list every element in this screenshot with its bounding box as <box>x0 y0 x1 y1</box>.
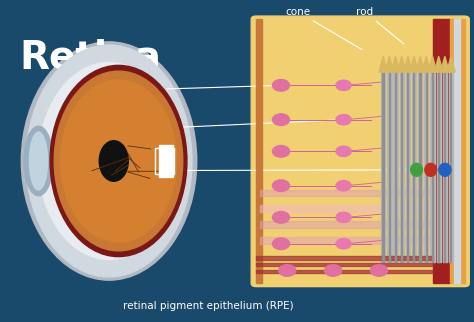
Bar <box>437 72 441 262</box>
Bar <box>426 72 427 262</box>
Bar <box>260 237 433 244</box>
Bar <box>256 270 433 273</box>
Ellipse shape <box>99 141 128 181</box>
Bar <box>412 72 416 262</box>
Ellipse shape <box>87 123 141 199</box>
Polygon shape <box>428 56 437 72</box>
Bar <box>418 72 422 262</box>
Bar <box>424 72 428 262</box>
Polygon shape <box>391 56 400 72</box>
Circle shape <box>273 180 290 192</box>
Ellipse shape <box>29 132 48 190</box>
Bar <box>450 72 451 262</box>
Bar <box>407 72 408 262</box>
Bar <box>450 19 465 283</box>
Bar <box>419 72 420 262</box>
Text: retinal
artery: retinal artery <box>109 160 410 182</box>
Circle shape <box>336 146 351 156</box>
Bar <box>393 72 398 262</box>
Text: bipolar cell: bipolar cell <box>118 120 341 134</box>
Bar <box>260 205 433 212</box>
Polygon shape <box>379 56 387 72</box>
Ellipse shape <box>439 163 451 176</box>
Bar <box>454 19 460 283</box>
Polygon shape <box>403 56 412 72</box>
Text: ganglion cell: ganglion cell <box>94 85 278 95</box>
Text: Retina: Retina <box>19 39 161 77</box>
Circle shape <box>273 146 290 157</box>
Bar <box>400 72 404 262</box>
Polygon shape <box>434 56 443 72</box>
Circle shape <box>325 265 342 276</box>
Bar <box>395 72 396 262</box>
Bar <box>256 256 433 260</box>
Ellipse shape <box>79 112 149 210</box>
Polygon shape <box>422 56 430 72</box>
Polygon shape <box>410 56 418 72</box>
Circle shape <box>336 115 351 125</box>
Bar <box>444 72 445 262</box>
Ellipse shape <box>54 71 183 251</box>
Bar <box>389 72 390 262</box>
Ellipse shape <box>21 42 197 280</box>
Bar <box>256 19 262 283</box>
Bar <box>155 148 173 174</box>
FancyBboxPatch shape <box>251 16 469 287</box>
Ellipse shape <box>410 163 422 176</box>
Circle shape <box>336 239 351 249</box>
Ellipse shape <box>26 45 192 277</box>
Text: retinal pigment epithelium (RPE): retinal pigment epithelium (RPE) <box>123 301 294 311</box>
Polygon shape <box>397 56 406 72</box>
Bar <box>432 72 433 262</box>
Polygon shape <box>385 56 393 72</box>
Bar <box>413 72 414 262</box>
Text: cone: cone <box>285 7 362 50</box>
Bar <box>438 72 439 262</box>
Polygon shape <box>416 56 424 72</box>
Polygon shape <box>447 56 455 72</box>
Bar <box>443 72 447 262</box>
Circle shape <box>273 212 290 223</box>
Ellipse shape <box>24 126 53 196</box>
Bar <box>381 72 385 262</box>
Circle shape <box>371 265 388 276</box>
Ellipse shape <box>61 80 176 242</box>
Bar <box>433 19 450 283</box>
Ellipse shape <box>425 163 437 176</box>
Circle shape <box>336 212 351 223</box>
Ellipse shape <box>38 62 180 260</box>
Bar <box>260 221 433 228</box>
Bar <box>430 72 435 262</box>
Bar <box>401 72 402 262</box>
FancyBboxPatch shape <box>159 145 173 177</box>
Bar <box>406 72 410 262</box>
Bar <box>449 72 453 262</box>
Polygon shape <box>440 56 449 72</box>
Ellipse shape <box>80 113 148 209</box>
Circle shape <box>273 80 290 91</box>
Bar <box>256 263 433 266</box>
Circle shape <box>273 114 290 126</box>
Circle shape <box>279 265 296 276</box>
Bar <box>260 190 433 196</box>
Circle shape <box>336 181 351 191</box>
Text: rod: rod <box>356 7 404 44</box>
Bar <box>387 72 392 262</box>
Ellipse shape <box>50 65 187 257</box>
Circle shape <box>336 80 351 90</box>
Circle shape <box>273 238 290 250</box>
